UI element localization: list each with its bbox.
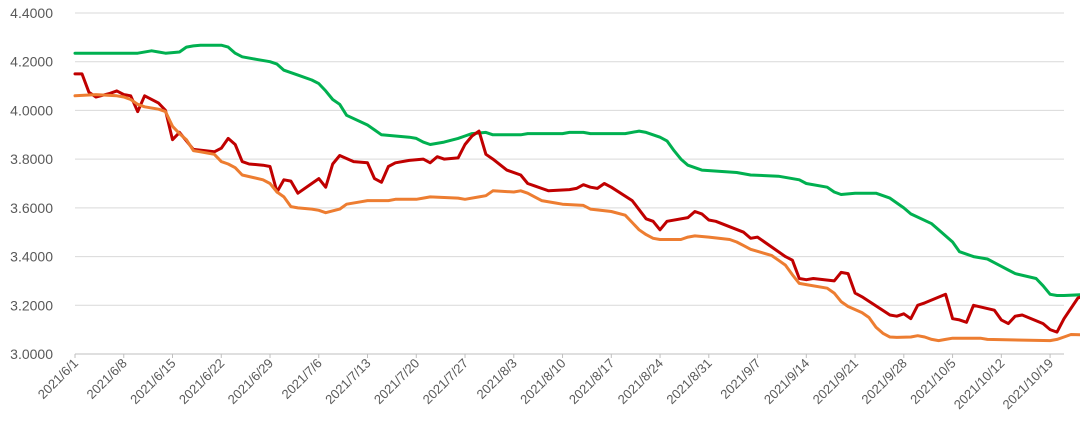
x-tick-label: 2021/6/29 bbox=[225, 356, 277, 408]
gridlines bbox=[75, 12, 1064, 355]
x-tick-label: 2021/8/10 bbox=[517, 356, 569, 408]
x-tick-label: 2021/8/31 bbox=[663, 356, 715, 408]
y-tick-label: 3.4000 bbox=[10, 249, 53, 265]
series-lines bbox=[73, 43, 1080, 343]
series-line-2 bbox=[73, 72, 1080, 334]
x-tick-label: 2021/6/1 bbox=[35, 356, 81, 402]
y-axis-ticks: 3.0000 3.2000 3.4000 3.6000 3.8000 4.0000 4.20… bbox=[10, 5, 53, 362]
x-tick-label: 2021/8/3 bbox=[474, 356, 520, 402]
x-tick-label: 2021/6/8 bbox=[83, 356, 129, 402]
x-tick-label: 2021/10/12 bbox=[951, 356, 1008, 413]
y-tick-label: 3.2000 bbox=[10, 297, 53, 313]
x-tick-label: 2021/9/14 bbox=[761, 356, 813, 408]
x-tick-label: 2021/8/17 bbox=[566, 356, 618, 408]
y-tick-label: 4.4000 bbox=[10, 5, 53, 21]
x-tick-label: 2021/7/27 bbox=[420, 356, 472, 408]
x-tick-label: 2021/9/21 bbox=[810, 356, 862, 408]
x-tick-label: 2021/9/7 bbox=[717, 356, 763, 402]
x-tick-label: 2021/6/15 bbox=[127, 356, 179, 408]
x-tick-label: 2021/10/19 bbox=[1000, 356, 1057, 413]
x-tick-label: 2021/7/20 bbox=[371, 356, 423, 408]
x-tick-label: 2021/7/13 bbox=[322, 356, 374, 408]
x-tick-label: 2021/9/28 bbox=[858, 356, 910, 408]
x-tick-label: 2021/6/22 bbox=[176, 356, 228, 408]
y-tick-label: 3.0000 bbox=[10, 346, 53, 362]
series-line-1 bbox=[73, 43, 1080, 297]
y-tick-label: 4.0000 bbox=[10, 102, 53, 118]
x-tick-label: 2021/8/24 bbox=[615, 356, 667, 408]
series-line-3 bbox=[73, 93, 1080, 343]
x-tick-label: 2021/10/5 bbox=[907, 356, 959, 408]
y-tick-label: 3.8000 bbox=[10, 151, 53, 167]
x-axis-ticks: 2021/6/1 2021/6/82021/6/152021/6/222021/6… bbox=[35, 354, 1056, 412]
y-tick-label: 3.6000 bbox=[10, 200, 53, 216]
x-tick-label: 2021/7/6 bbox=[278, 356, 324, 402]
y-tick-label: 4.2000 bbox=[10, 54, 53, 70]
